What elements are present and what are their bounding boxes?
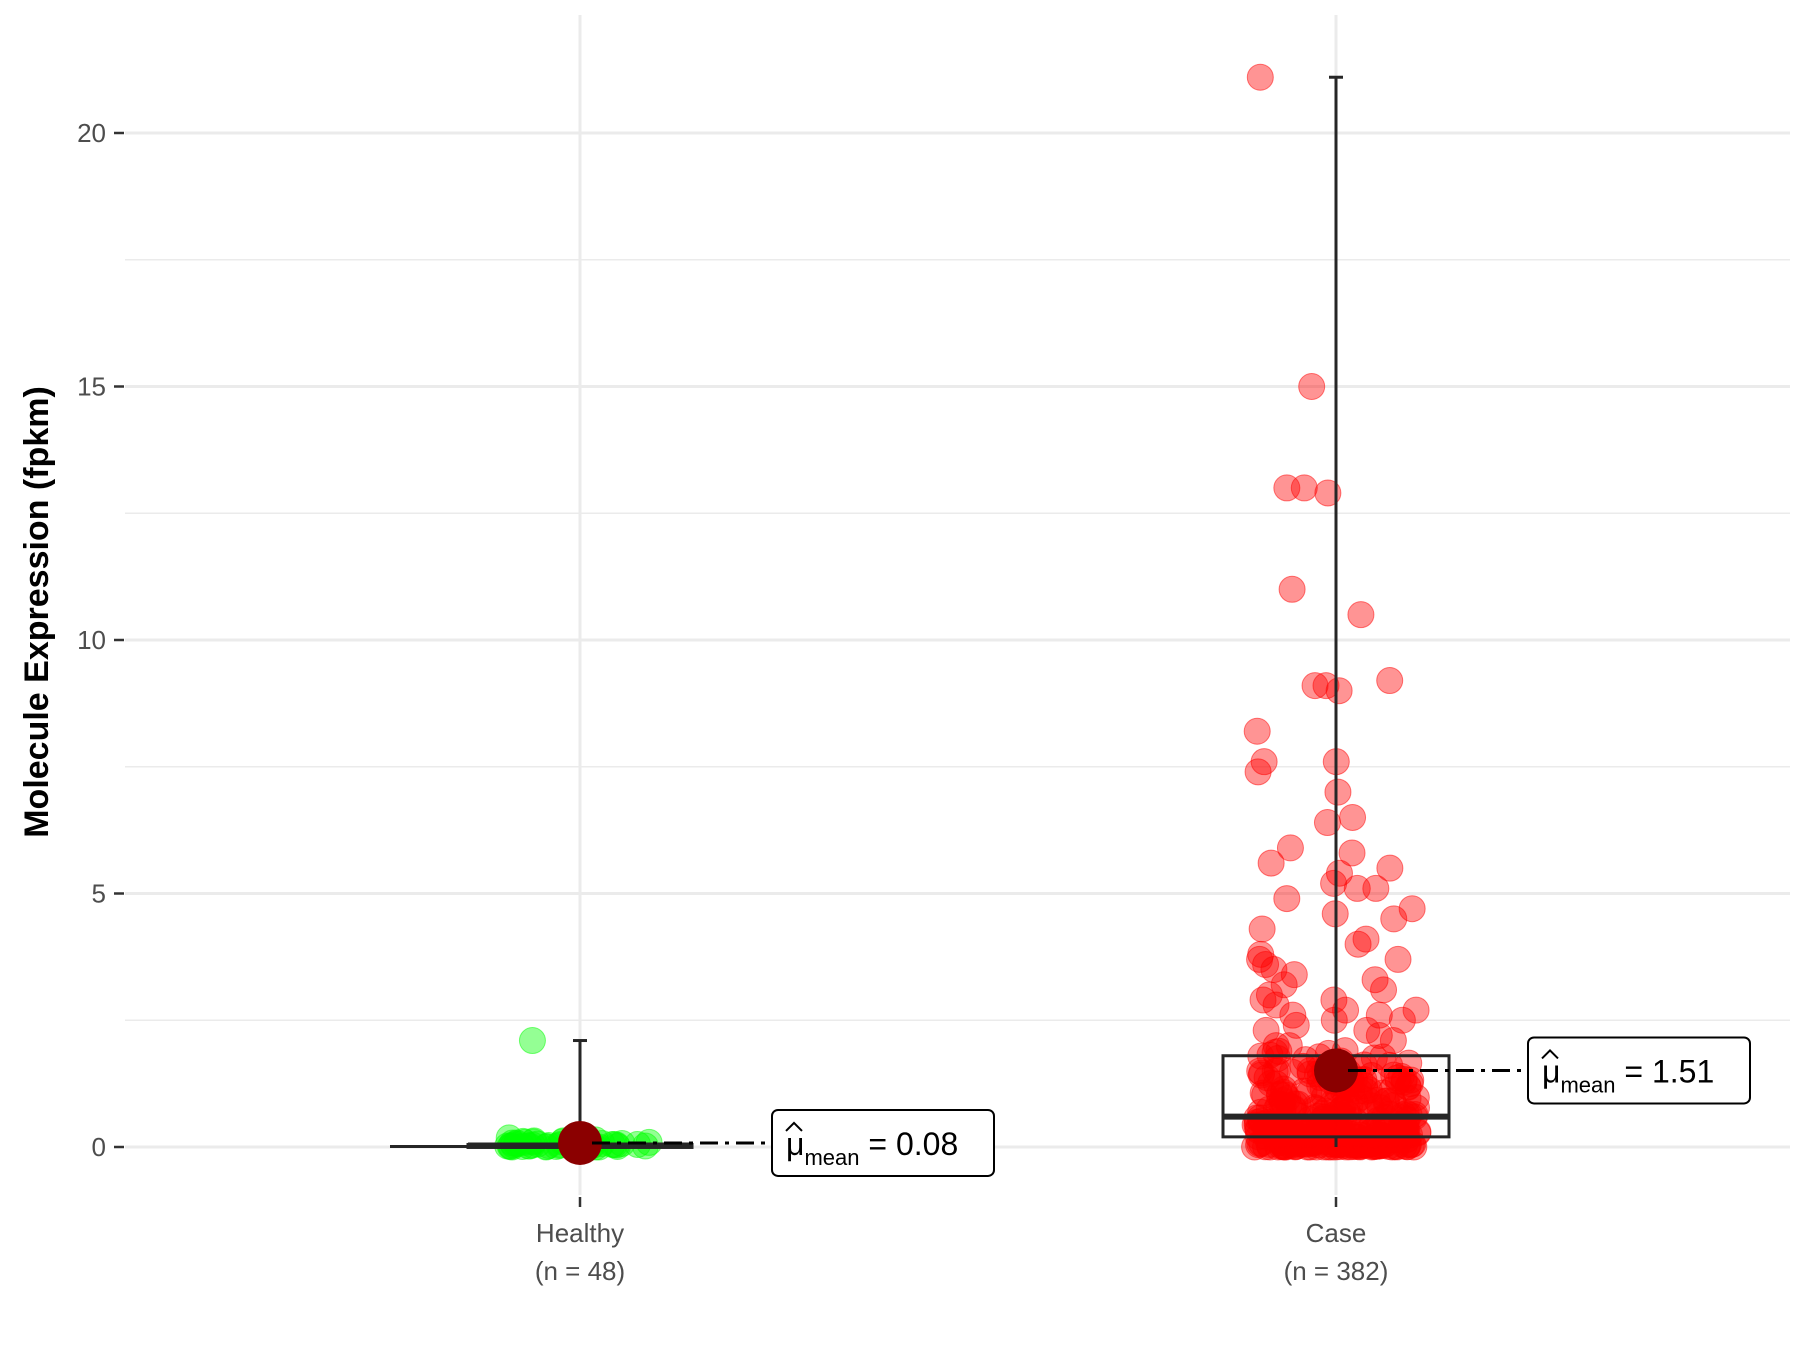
mean-label-mu: μ (786, 1126, 804, 1162)
data-point (1313, 809, 1341, 837)
data-point (1276, 834, 1304, 862)
y-tick-label: 15 (77, 372, 106, 402)
data-point (1380, 1061, 1408, 1089)
mean-point (558, 1120, 602, 1165)
data-point (1376, 667, 1404, 695)
data-points (494, 63, 1432, 1161)
data-point (1390, 1065, 1418, 1093)
data-point (1398, 895, 1426, 923)
y-tick-label: 10 (77, 625, 106, 655)
data-point (1309, 1099, 1337, 1127)
data-point (1346, 1083, 1374, 1111)
data-point (1280, 961, 1308, 989)
mean-label-box (771, 1108, 995, 1177)
data-point (1370, 976, 1398, 1004)
data-point (1244, 758, 1272, 786)
data-point (1241, 1133, 1269, 1161)
axes: 0 5 10 15 20 Healthy (n = 48) Case (n = 382) (77, 118, 1388, 1286)
data-point (1269, 1078, 1297, 1106)
y-tick-label: 0 (92, 1132, 106, 1162)
data-point (1343, 874, 1371, 902)
data-point (1324, 778, 1352, 806)
data-point (1338, 839, 1366, 867)
y-tick-label: 20 (77, 118, 106, 148)
data-point (1247, 1061, 1275, 1089)
data-point (1320, 986, 1348, 1014)
mean-label-value: = 0.08 (859, 1126, 958, 1162)
data-point (1380, 905, 1408, 933)
data-point (1354, 1129, 1382, 1157)
data-point (1379, 1027, 1407, 1055)
data-point (1339, 803, 1367, 831)
mean-label-mu: μ (1542, 1053, 1560, 1089)
data-point (1243, 717, 1271, 745)
y-tick-label: 5 (92, 879, 106, 909)
data-point (1384, 945, 1412, 973)
y-axis-title: Molecule Expression (fpkm) (18, 386, 56, 838)
mean-point (1314, 1048, 1358, 1093)
data-point (1332, 996, 1360, 1024)
data-point (1320, 869, 1348, 897)
data-point (1282, 1011, 1310, 1039)
data-point (1358, 1133, 1386, 1161)
data-point (518, 1027, 546, 1055)
data-point (1314, 479, 1342, 507)
x-tick-sublabel: (n = 48) (535, 1256, 625, 1286)
data-point (1344, 930, 1372, 958)
data-point (1257, 849, 1285, 877)
data-point (1272, 1133, 1300, 1161)
grid-lines (125, 15, 1790, 1195)
data-point (1298, 373, 1326, 400)
mean-label-subscript: mean (1560, 1072, 1615, 1097)
mean-label-hat (1541, 1049, 1559, 1060)
data-point (1376, 854, 1404, 882)
data-point (1325, 677, 1353, 705)
x-tick-sublabel: (n = 382) (1284, 1256, 1389, 1286)
data-point (1301, 672, 1329, 700)
data-point (1365, 1021, 1393, 1049)
data-point (1388, 1006, 1416, 1034)
x-tick-label: Case (1306, 1218, 1367, 1248)
data-point (1278, 1058, 1306, 1086)
data-point (1262, 991, 1290, 1019)
mean-label-box (1527, 1036, 1751, 1105)
mean-label-hat (785, 1121, 803, 1132)
mean-label-subscript: mean (804, 1145, 859, 1170)
data-point (1402, 996, 1430, 1024)
data-point (1293, 1133, 1321, 1161)
data-point (1290, 474, 1318, 502)
mean-label: μmean = 1.51 (1542, 1053, 1714, 1097)
data-point (1246, 63, 1274, 91)
data-point (1278, 575, 1306, 603)
data-point (1393, 1125, 1421, 1153)
x-tick-label: Healthy (536, 1218, 624, 1248)
data-point (1320, 1006, 1348, 1034)
data-point (1273, 885, 1301, 913)
data-point (1347, 601, 1375, 629)
data-point (1252, 950, 1280, 978)
data-point (1248, 915, 1276, 943)
data-point (1291, 1120, 1319, 1148)
mean-label-value: = 1.51 (1615, 1053, 1714, 1089)
mean-label: μmean = 0.08 (786, 1126, 958, 1170)
data-point (1362, 874, 1390, 902)
data-point (1352, 925, 1380, 953)
data-point (1270, 971, 1298, 999)
data-point (1279, 1001, 1307, 1029)
